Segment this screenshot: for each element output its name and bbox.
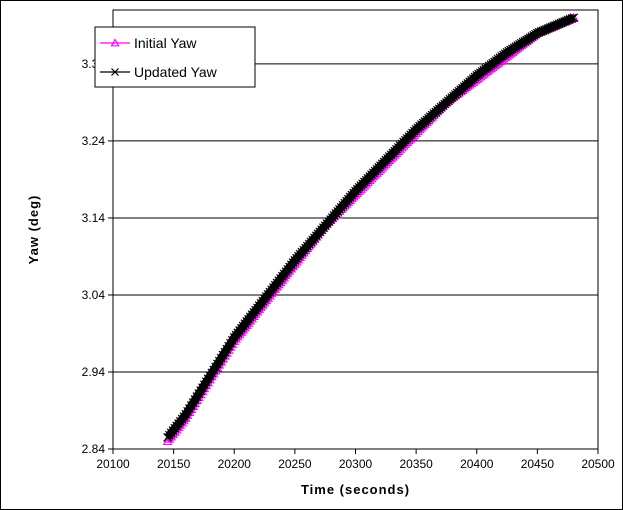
x-tick-label: 20400 [460, 457, 494, 471]
x-tick-label: 20500 [581, 457, 615, 471]
x-tick-label: 20350 [399, 457, 433, 471]
legend-label-initial-yaw: Initial Yaw [134, 35, 197, 51]
y-tick-label: 2.84 [82, 442, 106, 456]
data-point-x [569, 13, 579, 23]
y-tick-label: 3.24 [82, 134, 106, 148]
legend-label-updated-yaw: Updated Yaw [134, 64, 218, 80]
data-point-x [567, 14, 577, 23]
x-axis-title: Time (seconds) [301, 482, 410, 497]
x-tick-label: 20150 [157, 457, 191, 471]
legend-marker-x [111, 68, 119, 76]
x-tick-label: 20100 [96, 457, 130, 471]
y-axis-title: Yaw (deg) [26, 195, 41, 265]
x-tick-label: 20200 [218, 457, 252, 471]
series-updated-yaw [163, 13, 579, 442]
y-tick-label: 3.04 [82, 288, 106, 302]
x-tick-label: 20450 [521, 457, 555, 471]
series-layer [162, 12, 579, 445]
legend-marker-triangle [110, 38, 120, 47]
x-tick-label: 20250 [278, 457, 312, 471]
y-tick-label: 3.14 [82, 211, 106, 225]
x-tick-label: 20300 [339, 457, 373, 471]
legend: Initial Yaw Updated Yaw [94, 26, 256, 88]
legend-box [94, 26, 256, 88]
y-tick-label: 2.94 [82, 365, 106, 379]
